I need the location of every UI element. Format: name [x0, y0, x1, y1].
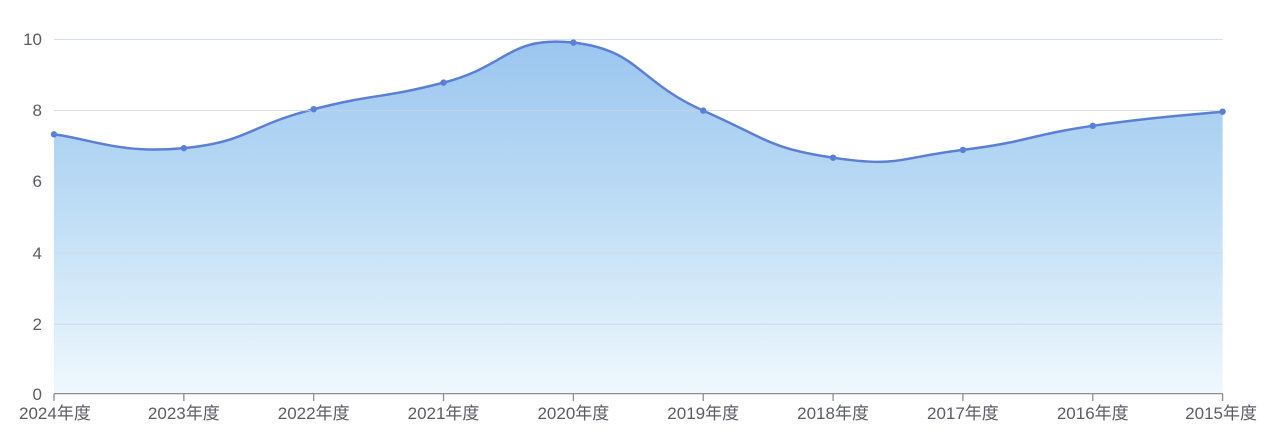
- svg-text:2022年度: 2022年度: [278, 404, 350, 423]
- svg-text:10: 10: [23, 30, 42, 49]
- svg-text:4: 4: [33, 244, 42, 263]
- svg-text:2019年度: 2019年度: [667, 404, 739, 423]
- svg-text:8: 8: [33, 101, 42, 120]
- svg-text:0: 0: [33, 385, 42, 404]
- svg-text:2023年度: 2023年度: [148, 404, 220, 423]
- svg-text:2016年度: 2016年度: [1057, 404, 1129, 423]
- svg-text:2018年度: 2018年度: [797, 404, 869, 423]
- svg-text:2021年度: 2021年度: [408, 404, 480, 423]
- svg-text:2020年度: 2020年度: [537, 404, 609, 423]
- svg-text:2024年度: 2024年度: [19, 404, 91, 423]
- svg-text:2015年度: 2015年度: [1185, 404, 1257, 423]
- svg-text:2: 2: [33, 315, 42, 334]
- svg-text:2017年度: 2017年度: [927, 404, 999, 423]
- svg-text:6: 6: [33, 172, 42, 191]
